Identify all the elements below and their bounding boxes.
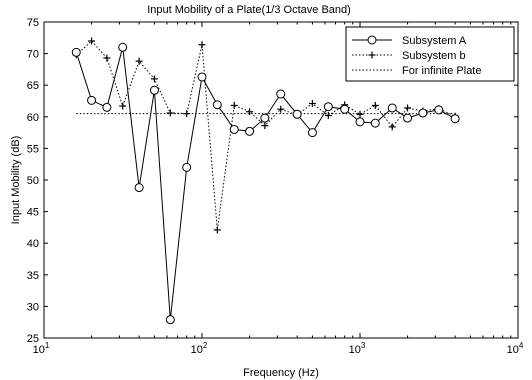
data-point-circle — [340, 104, 350, 114]
data-point-plus — [246, 108, 254, 116]
y-tick-label: 40 — [27, 238, 39, 250]
data-point-plus — [183, 110, 191, 118]
data-point-circle — [260, 113, 270, 123]
data-point-plus — [150, 75, 158, 83]
y-tick-label: 45 — [27, 207, 39, 219]
y-tick-label: 50 — [27, 175, 39, 187]
data-point-circle — [134, 183, 144, 193]
y-tick-label: 35 — [27, 270, 39, 282]
data-point-circle — [292, 109, 302, 119]
legend-label: Subsystem b — [402, 50, 466, 62]
data-point-circle — [87, 95, 97, 105]
data-point-circle — [212, 100, 222, 110]
data-point-plus — [88, 37, 96, 45]
data-point-plus — [119, 102, 127, 110]
x-axis-title: Frequency (Hz) — [243, 367, 319, 379]
data-point-circle — [355, 117, 365, 127]
y-tick-label: 25 — [27, 333, 39, 345]
data-point-circle — [102, 102, 112, 112]
data-point-circle — [197, 72, 207, 82]
data-point-circle — [245, 126, 255, 136]
data-point-circle — [118, 42, 128, 52]
series-line — [75, 47, 456, 320]
data-point-circle — [434, 105, 444, 115]
legend-label: For infinite Plate — [402, 65, 481, 77]
data-point-circle — [418, 108, 428, 118]
y-axis-ticks: 25 30 35 40 45 50 55 60 65 70 75 — [27, 17, 518, 345]
data-point-plus — [368, 51, 376, 59]
y-tick-label: 70 — [27, 49, 39, 61]
data-point-plus — [308, 100, 316, 108]
legend-entry: Subsystem b — [352, 50, 466, 62]
data-point-circle — [276, 89, 286, 99]
data-point-plus — [371, 101, 379, 109]
series-1 — [72, 37, 459, 234]
y-tick-label: 75 — [27, 17, 39, 29]
y-axis-title: Input Mobility (dB) — [10, 136, 22, 225]
legend-entry: Subsystem A — [352, 35, 467, 47]
y-tick-label: 55 — [27, 143, 39, 155]
data-point-circle — [165, 315, 175, 325]
data-point-plus — [261, 122, 269, 130]
data-point-circle — [307, 128, 317, 138]
data-point-circle — [367, 35, 377, 45]
data-point-circle — [370, 118, 380, 128]
chart-title: Input Mobility of a Plate(1/3 Octave Ban… — [147, 4, 351, 16]
legend-label: Subsystem A — [402, 35, 467, 47]
data-point-circle — [71, 47, 81, 57]
x-axis-ticks: 101 102 103 104 — [33, 22, 524, 356]
x-tick-label: 101 — [33, 341, 50, 356]
x-tick-label: 104 — [507, 341, 524, 356]
data-point-circle — [450, 114, 460, 124]
data-point-plus — [213, 226, 221, 234]
data-point-plus — [135, 57, 143, 65]
data-point-plus — [166, 109, 174, 117]
series-layer — [71, 37, 460, 325]
y-tick-label: 60 — [27, 112, 39, 124]
y-tick-label: 30 — [27, 301, 39, 313]
data-point-plus — [404, 104, 412, 112]
data-point-circle — [149, 85, 159, 95]
data-point-plus — [388, 123, 396, 131]
y-tick-label: 65 — [27, 80, 39, 92]
series-0 — [71, 42, 460, 325]
data-point-circle — [229, 124, 239, 134]
legend: Subsystem A Subsystem b For infinite Plate — [345, 26, 515, 82]
data-point-plus — [324, 112, 332, 120]
x-tick-label: 102 — [191, 341, 208, 356]
legend-entry: For infinite Plate — [352, 65, 481, 77]
data-point-circle — [182, 162, 192, 172]
data-point-plus — [103, 54, 111, 62]
data-point-plus — [277, 105, 285, 113]
data-point-plus — [356, 110, 364, 118]
x-tick-label: 103 — [349, 341, 366, 356]
data-point-circle — [403, 113, 413, 123]
data-point-plus — [230, 101, 238, 109]
data-point-circle — [323, 102, 333, 112]
data-point-plus — [198, 41, 206, 49]
data-point-circle — [387, 103, 397, 113]
